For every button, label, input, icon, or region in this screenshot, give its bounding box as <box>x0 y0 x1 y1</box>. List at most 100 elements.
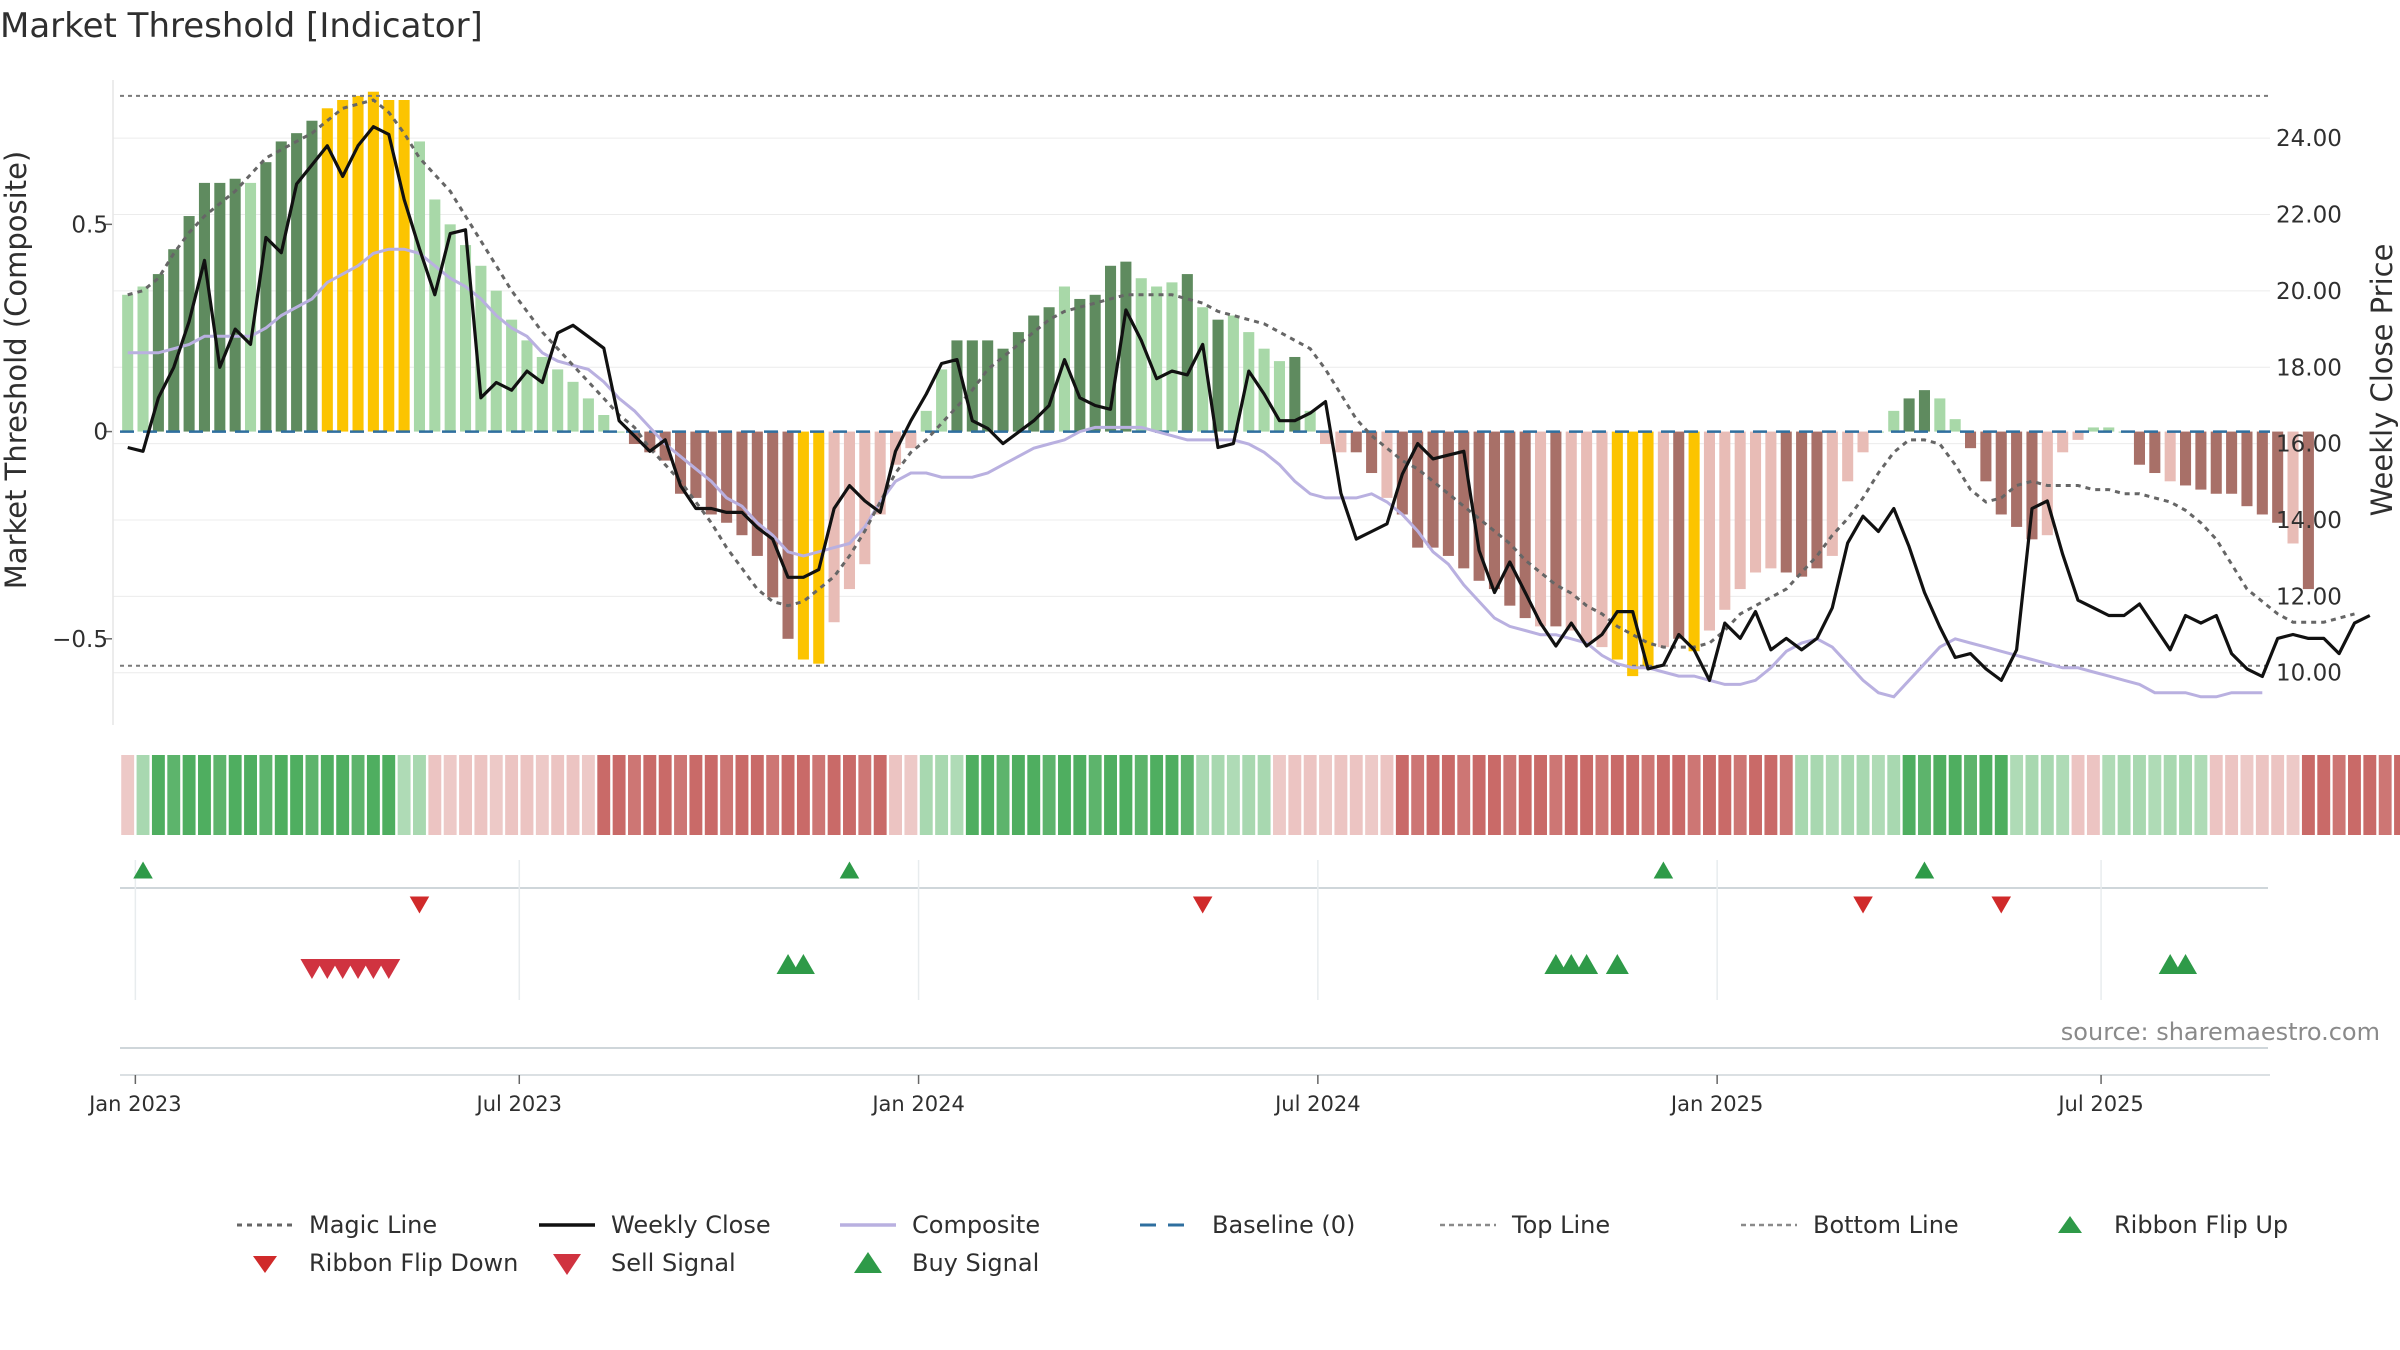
right-tick-label: 16.00 <box>2276 432 2342 458</box>
ribbon-cell <box>935 755 949 835</box>
composite-bar <box>736 431 748 536</box>
ribbon-cell <box>397 755 411 835</box>
composite-bar <box>306 120 318 432</box>
composite-bar <box>1918 390 1930 432</box>
ribbon-cell <box>1948 755 1962 835</box>
left-axis-label: Market Threshold (Composite) <box>0 151 33 589</box>
ribbon-cell <box>1349 755 1363 835</box>
ribbon-cell <box>2394 755 2400 835</box>
ribbon-cell <box>566 755 580 835</box>
composite-bar <box>1903 398 1915 432</box>
ribbon-flip-down-marker <box>1853 896 1873 914</box>
composite-bar <box>1703 431 1715 631</box>
ribbon-cell <box>965 755 979 835</box>
composite-bar <box>644 431 656 453</box>
composite-bar <box>767 431 779 598</box>
legend-label: Ribbon Flip Up <box>2114 1211 2288 1239</box>
composite-bar <box>1335 431 1347 453</box>
composite-bar <box>813 431 825 664</box>
ribbon-cell <box>2025 755 2039 835</box>
composite-bar <box>613 431 625 433</box>
right-axis-label: Weekly Close Price <box>2365 244 2399 517</box>
composite-bar <box>659 431 671 461</box>
ribbon-cell <box>213 755 227 835</box>
composite-bar <box>1166 282 1178 432</box>
ribbon-cell <box>244 755 257 835</box>
composite-bar <box>1197 307 1209 432</box>
composite-bar <box>460 245 472 432</box>
legend-label: Magic Line <box>309 1211 437 1239</box>
composite-bar <box>1427 431 1439 548</box>
ribbon-cell <box>182 755 196 835</box>
composite-bar <box>291 133 303 432</box>
composite-bar <box>321 108 333 432</box>
composite-bar <box>1796 431 1808 577</box>
ribbon-cell <box>2225 755 2239 835</box>
composite-bar <box>337 100 349 432</box>
ribbon-cell <box>889 755 902 835</box>
composite-bar <box>1688 431 1700 652</box>
ribbon-cell <box>1718 755 1732 835</box>
composite-bar <box>905 431 917 449</box>
composite-bar <box>1980 431 1992 482</box>
ribbon-cell <box>459 755 472 835</box>
composite-bar <box>675 431 687 494</box>
ribbon-cell <box>2133 755 2146 835</box>
right-tick-label: 14.00 <box>2276 508 2342 534</box>
ribbon-cell <box>1027 755 1041 835</box>
composite-bar <box>1227 315 1239 432</box>
buy-signal-marker <box>2158 954 2182 974</box>
ribbon-cell <box>1242 755 1256 835</box>
composite-bar <box>2164 431 2176 482</box>
composite-bar <box>1304 410 1316 432</box>
ribbon-cell <box>2286 755 2300 835</box>
ribbon-cell <box>2301 755 2315 835</box>
ribbon-cell <box>1165 755 1179 835</box>
composite-bar <box>1642 431 1654 668</box>
legend-label: Top Line <box>1511 1211 1610 1239</box>
ribbon-cell <box>827 755 841 835</box>
composite-bar <box>1458 431 1470 569</box>
ribbon-flip-up-marker <box>839 861 860 879</box>
legend-label: Ribbon Flip Down <box>309 1249 518 1277</box>
legend-label: Baseline (0) <box>1212 1211 1355 1239</box>
ribbon-cell <box>1795 755 1809 835</box>
right-tick-label: 12.00 <box>2276 584 2342 610</box>
sell-signal-marker <box>361 959 385 979</box>
composite-bar <box>2149 431 2161 474</box>
legend-flip-down-swatch <box>253 1256 277 1273</box>
ribbon-cell <box>1641 755 1655 835</box>
ribbon-cell <box>121 755 135 835</box>
composite-bar <box>1550 431 1562 627</box>
ribbon-cell <box>382 755 396 835</box>
ribbon-cell <box>1580 755 1594 835</box>
ribbon-cell <box>1380 755 1394 835</box>
composite-bar <box>383 100 395 432</box>
composite-bar <box>1105 265 1117 432</box>
ribbon-cell <box>1672 755 1686 835</box>
sell-signal-marker <box>346 959 370 979</box>
right-tick-label: 18.00 <box>2276 355 2342 381</box>
ribbon-cell <box>320 755 334 835</box>
ribbon-cell <box>904 755 918 835</box>
ribbon-cell <box>1964 755 1977 835</box>
ribbon-cell <box>628 755 641 835</box>
composite-bar <box>2103 427 2115 432</box>
composite-bar <box>1381 431 1393 498</box>
ribbon-flip-down-marker <box>1192 896 1213 914</box>
composite-bar <box>874 431 886 515</box>
composite-bar <box>1089 294 1101 432</box>
legend-buy-swatch <box>854 1252 882 1273</box>
ribbon-cell <box>1918 755 1931 835</box>
composite-bar <box>2302 431 2314 590</box>
legend-label: Bottom Line <box>1813 1211 1959 1239</box>
ribbon-cell <box>1549 755 1563 835</box>
composite-bar <box>1028 315 1040 432</box>
ribbon-cell <box>1319 755 1332 835</box>
ribbon-cell <box>1564 755 1578 835</box>
ribbon-cell <box>919 755 933 835</box>
ribbon-cell <box>1503 755 1517 835</box>
composite-bar <box>1565 431 1577 631</box>
ribbon-cell <box>1226 755 1240 835</box>
